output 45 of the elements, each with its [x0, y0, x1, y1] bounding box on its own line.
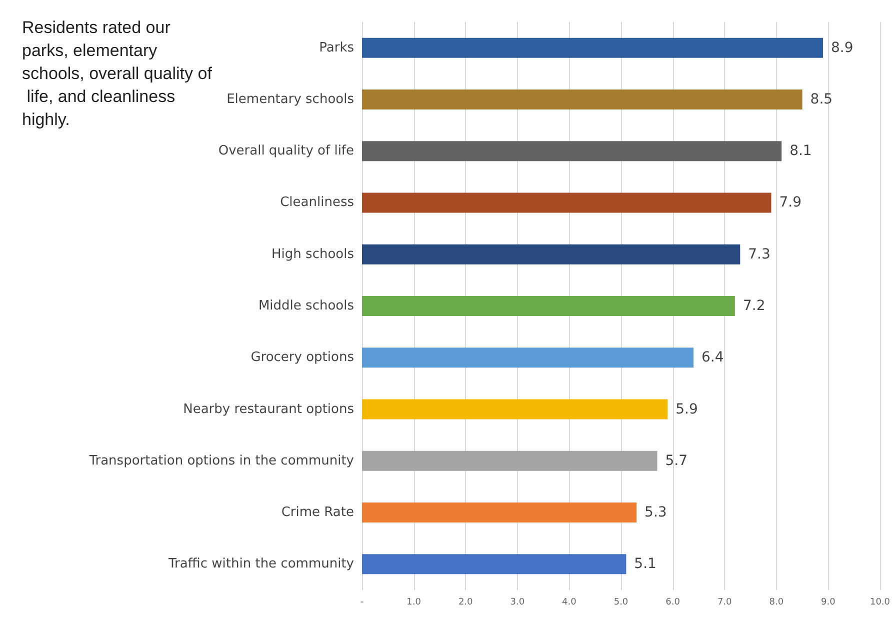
data-label: 6.4	[702, 350, 724, 366]
data-label: 8.5	[810, 91, 833, 108]
bar	[362, 141, 782, 162]
y-tick-label: Elementary schools	[226, 92, 354, 107]
data-label: 8.1	[790, 143, 812, 160]
y-tick-label: High schools	[272, 246, 354, 262]
x-tick-label: 10.0	[870, 598, 890, 608]
data-label: 8.9	[831, 40, 854, 56]
x-tick-label: 7.0	[717, 598, 732, 608]
bar	[362, 296, 735, 316]
bar	[362, 38, 824, 58]
y-tick-label: Transportation options in the community	[88, 453, 354, 468]
data-label: 7.2	[742, 298, 766, 314]
data-label: 7.3	[748, 246, 770, 262]
data-label: 5.3	[644, 504, 667, 521]
bar	[362, 502, 637, 523]
bar	[362, 450, 658, 471]
x-tick-label: 5.0	[614, 598, 628, 608]
data-label: 5.7	[665, 452, 688, 469]
x-tick-label: 6.0	[666, 598, 680, 608]
x-tick-label: 8.0	[769, 598, 784, 608]
y-tick-label: Parks	[319, 40, 354, 56]
y-tick-label: Middle schools	[258, 298, 354, 314]
x-tick-label: 4.0	[562, 598, 577, 608]
data-label: 7.9	[779, 194, 802, 211]
x-tick-label: 2.0	[458, 598, 474, 608]
y-tick-label: Grocery options	[250, 350, 354, 366]
y-tick-label: Nearby restaurant options	[183, 402, 354, 417]
bar	[362, 89, 802, 110]
data-label: 5.9	[676, 401, 698, 418]
x-tick-label: 3.0	[510, 598, 525, 608]
y-tick-label: Crime Rate	[281, 505, 354, 520]
y-tick-label: Cleanliness	[280, 195, 354, 210]
bar	[362, 348, 694, 368]
data-label: 5.1	[634, 556, 656, 572]
bar	[362, 554, 626, 574]
y-tick-label: Overall quality of life	[218, 144, 354, 159]
bar	[362, 244, 740, 264]
bar	[362, 399, 668, 420]
x-tick-label: -	[360, 598, 364, 608]
y-tick-label: Traffic within the community	[167, 556, 354, 572]
x-tick-label: 9.0	[821, 598, 836, 608]
text: Residents rated our parks, elementary schools, overall quality of life, and cleanliness highly.	[22, 18, 212, 129]
x-tick-label: 1.0	[406, 598, 422, 608]
bar	[362, 192, 772, 213]
